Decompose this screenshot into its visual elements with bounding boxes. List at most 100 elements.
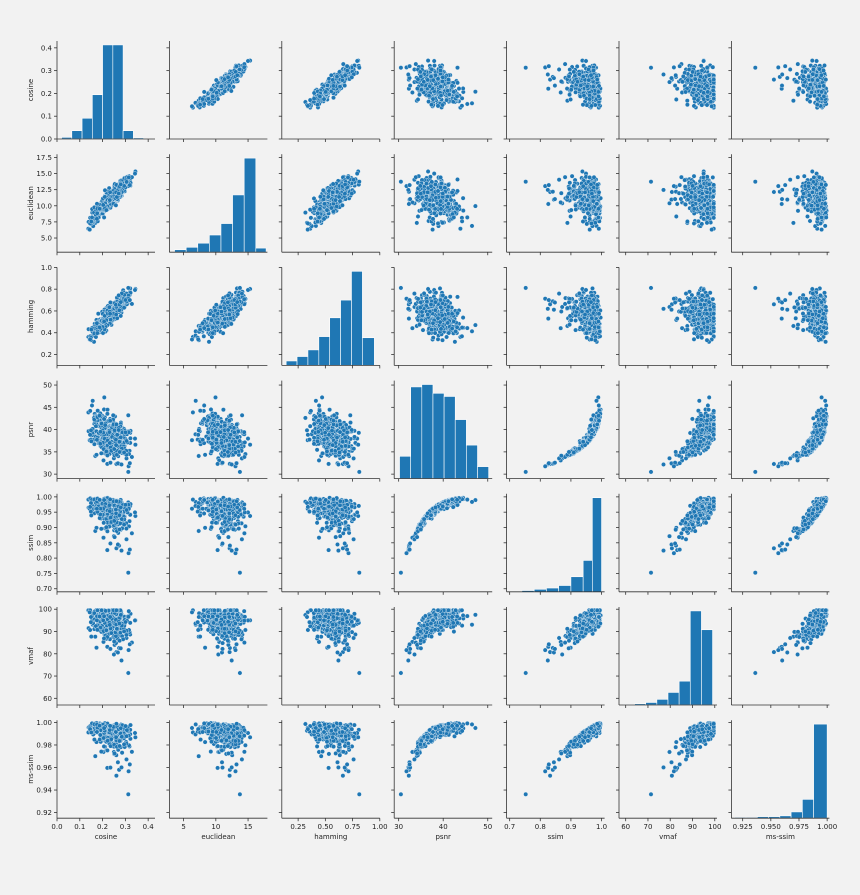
- scatter-point: [566, 185, 572, 191]
- scatter-point: [590, 84, 596, 89]
- scatter-point: [222, 88, 228, 94]
- scatter-point: [802, 69, 808, 75]
- scatter-point: [699, 68, 705, 73]
- scatter-point: [683, 89, 688, 95]
- scatter-point: [200, 96, 206, 102]
- scatter-point: [455, 80, 460, 86]
- scatter-point: [439, 181, 444, 186]
- scatter-point: [814, 58, 819, 64]
- scatter-point: [677, 182, 683, 188]
- scatter-point: [669, 75, 674, 81]
- scatter-point: [587, 227, 593, 232]
- scatter-point: [330, 77, 336, 83]
- scatter-point: [692, 76, 698, 82]
- scatter-point: [680, 79, 685, 85]
- scatter-point: [405, 72, 411, 77]
- scatter-point: [321, 96, 327, 102]
- scatter-point: [706, 182, 712, 187]
- scatter-point: [596, 226, 602, 232]
- scatter-point: [201, 89, 207, 95]
- scatter-point: [415, 97, 421, 102]
- scatter-point: [596, 206, 601, 212]
- scatter-point: [317, 206, 323, 212]
- scatter-point: [550, 189, 556, 195]
- scatter-point: [440, 102, 445, 108]
- scatter-point: [696, 197, 702, 203]
- scatter-point: [588, 72, 594, 78]
- scatter-point: [705, 89, 711, 95]
- scatter-point: [325, 83, 330, 88]
- scatter-point: [445, 194, 450, 200]
- pairplot-grid: 0.00.10.20.30.4cosine5.07.510.012.515.01…: [27, 41, 837, 841]
- y-axis-label: euclidean: [27, 186, 35, 220]
- scatter-point: [558, 79, 564, 84]
- scatter-point: [449, 189, 455, 195]
- scatter-point: [473, 89, 478, 95]
- scatter-point: [568, 214, 573, 219]
- scatter-point: [811, 67, 816, 72]
- scatter-point: [209, 87, 214, 93]
- scatter-point: [556, 67, 562, 72]
- scatter-point: [671, 65, 677, 70]
- scatter-point: [814, 102, 820, 108]
- scatter-point: [469, 223, 475, 229]
- scatter-point: [414, 220, 420, 226]
- scatter-point: [564, 86, 570, 91]
- scatter-point: [435, 221, 441, 226]
- scatter-point: [315, 210, 321, 216]
- scatter-point: [94, 216, 100, 222]
- y-tick-label: 17.5: [36, 154, 52, 162]
- scatter-point: [691, 206, 697, 212]
- scatter-point: [337, 84, 343, 89]
- scatter-point: [710, 175, 716, 180]
- scatter-point: [455, 177, 460, 182]
- scatter-point: [711, 204, 717, 210]
- hist-bar: [232, 194, 245, 253]
- scatter-point: [407, 196, 413, 202]
- scatter-point: [701, 90, 707, 96]
- scatter-point: [669, 189, 675, 195]
- scatter-point: [440, 191, 446, 196]
- scatter-point: [421, 203, 427, 208]
- scatter-point: [698, 74, 703, 79]
- scatter-point: [704, 220, 710, 226]
- y-tick-label: 12.5: [36, 186, 52, 194]
- scatter-point: [407, 83, 413, 88]
- scatter-point: [568, 97, 573, 102]
- scatter-point: [337, 198, 343, 204]
- scatter-point: [118, 182, 124, 187]
- scatter-point: [225, 74, 231, 80]
- scatter-point: [817, 83, 822, 89]
- scatter-point: [589, 103, 594, 109]
- scatter-point: [418, 74, 424, 79]
- scatter-point: [684, 98, 690, 104]
- scatter-point: [337, 69, 342, 75]
- scatter-point: [430, 227, 435, 232]
- hist-bar: [197, 242, 210, 253]
- scatter-point: [473, 203, 478, 209]
- scatter-point: [710, 194, 716, 200]
- scatter-point: [709, 227, 715, 232]
- scatter-point: [418, 191, 424, 197]
- scatter-point: [438, 175, 443, 180]
- scatter-point: [344, 68, 350, 73]
- scatter-point: [234, 63, 239, 69]
- scatter-point: [690, 183, 695, 189]
- scatter-point: [673, 72, 679, 78]
- scatter-point: [701, 58, 706, 64]
- scatter-point: [445, 88, 451, 94]
- scatter-point: [459, 103, 465, 109]
- scatter-point: [303, 210, 308, 215]
- scatter-point: [678, 196, 684, 202]
- y-tick-label: 5.0: [41, 235, 52, 243]
- scatter-point: [311, 206, 317, 212]
- scatter-point: [460, 195, 466, 201]
- scatter-point: [438, 198, 444, 204]
- scatter-point: [821, 83, 827, 89]
- scatter-point: [573, 203, 578, 208]
- scatter-point: [586, 202, 592, 208]
- scatter-point: [815, 96, 820, 102]
- scatter-point: [704, 189, 710, 195]
- scatter-point: [680, 191, 686, 197]
- scatter-point: [213, 77, 219, 83]
